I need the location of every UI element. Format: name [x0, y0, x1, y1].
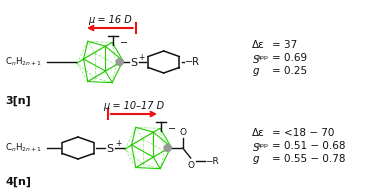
Text: μ = 10–17 D: μ = 10–17 D — [104, 101, 164, 111]
Circle shape — [164, 145, 171, 152]
Text: app: app — [257, 55, 269, 60]
Text: 4[n]: 4[n] — [5, 177, 31, 187]
Text: $\mathit{g}$: $\mathit{g}$ — [252, 66, 260, 78]
Text: Δε: Δε — [252, 128, 265, 138]
Text: −R: −R — [204, 156, 218, 165]
Circle shape — [116, 58, 123, 65]
Text: −: − — [168, 124, 176, 134]
Text: μ = 16 D: μ = 16 D — [88, 15, 132, 25]
Text: +: + — [139, 52, 145, 61]
Text: S: S — [130, 58, 137, 68]
Text: $\mathit{S}$: $\mathit{S}$ — [252, 53, 260, 65]
Text: −: − — [120, 38, 128, 48]
Text: = 0.25: = 0.25 — [272, 66, 307, 76]
Text: app: app — [257, 143, 269, 148]
Text: Δε: Δε — [252, 40, 265, 50]
Text: −R: −R — [185, 57, 200, 67]
Text: O: O — [179, 128, 186, 137]
Text: = 0.51 − 0.68: = 0.51 − 0.68 — [272, 141, 345, 151]
Text: S: S — [107, 144, 113, 154]
Text: C$_n$H$_{2n+1}$: C$_n$H$_{2n+1}$ — [5, 56, 42, 68]
Text: 3[n]: 3[n] — [5, 96, 31, 106]
Text: $\mathit{g}$: $\mathit{g}$ — [252, 154, 260, 166]
Text: C$_n$H$_{2n+1}$: C$_n$H$_{2n+1}$ — [5, 142, 42, 154]
Text: = 37: = 37 — [272, 40, 297, 50]
Text: O: O — [187, 161, 194, 170]
Text: $\mathit{S}$: $\mathit{S}$ — [252, 141, 260, 153]
Text: = 0.55 − 0.78: = 0.55 − 0.78 — [272, 154, 345, 164]
Text: +: + — [115, 139, 121, 148]
Text: = 0.69: = 0.69 — [272, 53, 307, 63]
Text: = <18 − 70: = <18 − 70 — [272, 128, 335, 138]
